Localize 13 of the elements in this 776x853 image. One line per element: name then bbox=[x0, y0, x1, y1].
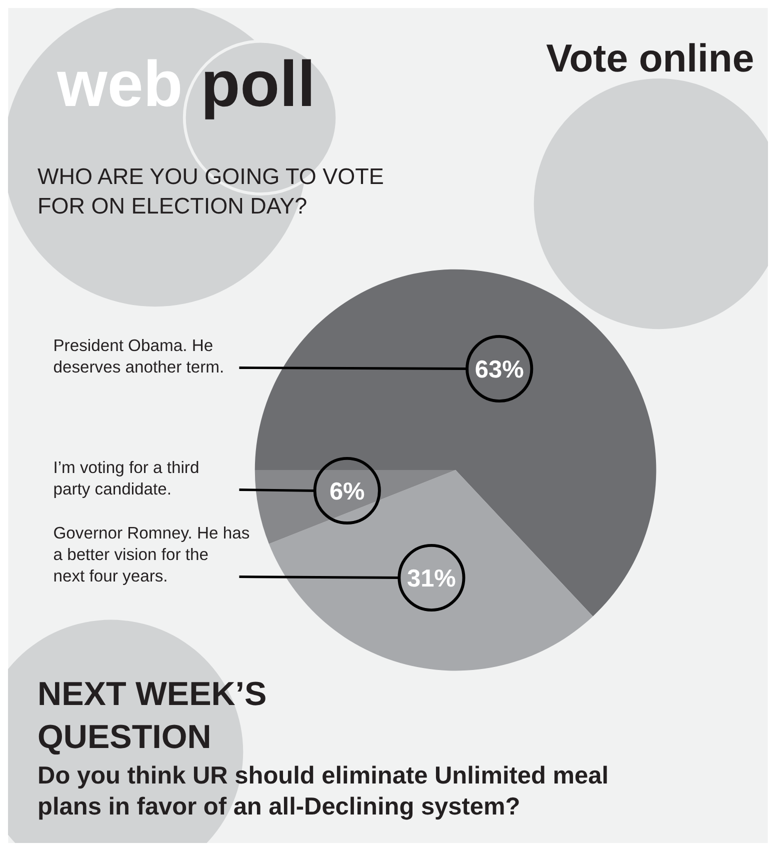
text: Do you think UR should eliminate Unlimited meal plans in favor of an all-Declining system? bbox=[38, 762, 609, 821]
data-label: 31% bbox=[406, 566, 456, 593]
data-label: 63% bbox=[474, 356, 524, 384]
pie-slice bbox=[268, 470, 593, 671]
pie-slice bbox=[254, 470, 456, 544]
slice-label: President Obama. He deserves another term. bbox=[53, 336, 224, 377]
chart-subtitle: WHO ARE YOU GOING TO VOTE FOR ON ELECTION DAY? bbox=[38, 164, 384, 219]
slice-label: Governor Romney. He has a better vision for the next four years. bbox=[53, 524, 250, 586]
text: NEXT WEEK’S QUESTION bbox=[38, 676, 267, 756]
text: Vote online bbox=[546, 38, 754, 81]
data-label: 6% bbox=[329, 478, 366, 506]
slice-label: I’m voting for a third party candidate. bbox=[53, 458, 200, 499]
pie-slice bbox=[254, 270, 656, 616]
